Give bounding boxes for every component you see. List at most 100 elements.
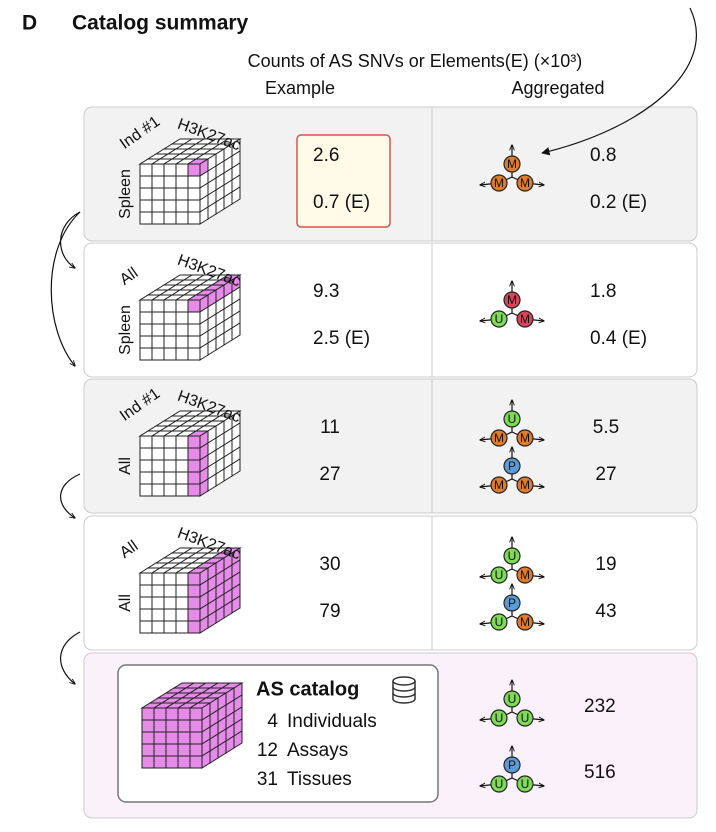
cube-cell — [175, 596, 189, 610]
rows — [83, 106, 698, 651]
cube-cell — [141, 707, 155, 721]
glyph-label: U — [495, 568, 504, 582]
catalog-item: Tissues — [287, 769, 352, 790]
glyph-label: P — [508, 596, 516, 610]
cube-cell — [187, 459, 201, 473]
glyph-node — [503, 457, 521, 475]
cube-cell — [163, 175, 177, 189]
cube-cell — [175, 311, 189, 325]
cube-cell — [231, 322, 241, 341]
element-glyph: UU U — [480, 680, 544, 727]
glyph-label: M — [520, 478, 530, 492]
cube-cell — [177, 719, 191, 733]
glyph-label: M — [520, 176, 530, 190]
cube-cell — [163, 596, 177, 610]
cube-cell — [139, 483, 153, 497]
cube-cell — [151, 163, 165, 177]
cube-cell — [189, 731, 203, 745]
cube-cell — [151, 483, 165, 497]
subtitle: Counts of AS SNVs or Elements(E) (×10³) — [248, 51, 583, 71]
cube-cell — [187, 199, 201, 213]
cube-cell — [187, 311, 201, 325]
cube-cell — [139, 620, 153, 634]
cube-label: All — [117, 457, 134, 475]
example-count: 2.6 — [313, 145, 339, 166]
glyph-label: M — [494, 431, 504, 445]
column-header: Aggregated — [511, 78, 604, 98]
cube-cell — [175, 572, 189, 586]
cube-cell — [175, 323, 189, 337]
cube-cell — [165, 755, 179, 769]
cube-cell — [175, 584, 189, 598]
title: Catalog summary — [72, 12, 249, 35]
cube-cell — [163, 323, 177, 337]
cube-cell — [163, 483, 177, 497]
cube-cell — [139, 471, 153, 485]
cube-cell — [139, 323, 153, 337]
cube-cell — [177, 731, 191, 745]
cube-cell — [187, 299, 201, 313]
element-glyph: UM M — [480, 400, 544, 447]
cube-cell — [139, 608, 153, 622]
glyph-label: U — [508, 692, 517, 706]
cube-cell — [165, 707, 179, 721]
element-glyph: PM M — [480, 447, 544, 494]
cube-cell — [163, 335, 177, 349]
cube-cell — [187, 435, 201, 449]
glyph-node — [516, 476, 534, 494]
glyph-node — [490, 613, 508, 631]
element-glyph: MU M — [480, 281, 544, 328]
aggregated-count: 0.2 (E) — [590, 192, 647, 213]
glyph-label: M — [520, 431, 530, 445]
cube-cell — [163, 187, 177, 201]
catalog-count: 31 — [257, 769, 278, 790]
cube-cell — [175, 199, 189, 213]
cube-cell — [139, 311, 153, 325]
cube-cell — [175, 299, 189, 313]
cube-cell — [163, 584, 177, 598]
cube-cell — [231, 186, 241, 205]
cube-cell — [151, 608, 165, 622]
cube-cell — [175, 435, 189, 449]
cube-cell — [151, 335, 165, 349]
cube-cell — [175, 483, 189, 497]
cube-cell — [163, 572, 177, 586]
cube-cell — [163, 163, 177, 177]
glyph-label: M — [507, 293, 517, 307]
cube-cell — [187, 608, 201, 622]
cube-cell — [187, 175, 201, 189]
cube-cell — [163, 211, 177, 225]
glyph-node — [490, 566, 508, 584]
glyph-label: M — [520, 312, 530, 326]
cube-cell — [139, 199, 153, 213]
glyph-label: P — [508, 758, 516, 772]
cube-cell — [139, 335, 153, 349]
glyph-label: U — [521, 777, 530, 791]
cube-cell — [141, 755, 155, 769]
aggregated-count: 0.8 — [590, 145, 616, 166]
example-count: 0.7 (E) — [313, 192, 370, 213]
glyph-node — [516, 174, 534, 192]
element-glyph: PU M — [480, 584, 544, 631]
catalog-count: 4 — [267, 711, 278, 732]
flow-arrows — [50, 7, 697, 684]
cube-cell — [165, 731, 179, 745]
glyph-node — [516, 310, 534, 328]
cube-cell — [151, 572, 165, 586]
cube-cell — [151, 435, 165, 449]
cube-cell — [187, 447, 201, 461]
cube-cell — [141, 731, 155, 745]
catalog-title: AS catalog — [256, 678, 359, 700]
cube-cell — [189, 743, 203, 757]
aggregated-count: 19 — [595, 554, 616, 575]
cube-cell — [139, 435, 153, 449]
glyph-label: U — [508, 549, 517, 563]
cube-cell — [139, 596, 153, 610]
cube-cell — [151, 175, 165, 189]
cube-cell — [165, 743, 179, 757]
element-glyph: PU U — [480, 746, 544, 793]
glyph-node — [516, 613, 534, 631]
glyph-node — [503, 594, 521, 612]
cube-cell — [139, 347, 153, 361]
cube-cell — [187, 335, 201, 349]
